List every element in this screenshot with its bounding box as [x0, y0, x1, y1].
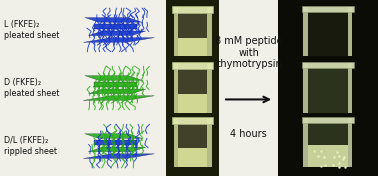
Polygon shape [84, 96, 154, 100]
FancyBboxPatch shape [172, 117, 213, 124]
FancyBboxPatch shape [174, 7, 178, 56]
FancyBboxPatch shape [178, 7, 207, 56]
Polygon shape [84, 38, 154, 42]
FancyBboxPatch shape [178, 38, 207, 56]
FancyBboxPatch shape [178, 149, 207, 167]
FancyBboxPatch shape [219, 0, 278, 176]
FancyBboxPatch shape [308, 63, 347, 113]
FancyBboxPatch shape [308, 7, 347, 56]
FancyBboxPatch shape [0, 0, 166, 176]
Polygon shape [88, 89, 146, 94]
FancyBboxPatch shape [178, 63, 207, 113]
Polygon shape [93, 24, 137, 29]
FancyBboxPatch shape [178, 94, 207, 113]
Text: D/L (FKFE)₂
rippled sheet: D/L (FKFE)₂ rippled sheet [4, 136, 57, 156]
FancyBboxPatch shape [172, 6, 213, 13]
Text: D (FKFE)₂
pleated sheet: D (FKFE)₂ pleated sheet [4, 78, 59, 98]
Polygon shape [88, 31, 146, 36]
FancyBboxPatch shape [347, 118, 352, 167]
FancyBboxPatch shape [308, 118, 347, 167]
FancyBboxPatch shape [174, 63, 178, 113]
FancyBboxPatch shape [178, 118, 207, 167]
Text: 8 mM peptide
with
chymotrypsin: 8 mM peptide with chymotrypsin [215, 36, 282, 69]
Polygon shape [85, 134, 142, 138]
Polygon shape [88, 147, 146, 152]
FancyBboxPatch shape [302, 117, 353, 123]
FancyBboxPatch shape [302, 62, 353, 68]
FancyBboxPatch shape [172, 62, 213, 69]
FancyBboxPatch shape [347, 7, 352, 56]
FancyBboxPatch shape [303, 118, 308, 167]
FancyBboxPatch shape [302, 6, 353, 12]
Polygon shape [85, 18, 142, 22]
FancyBboxPatch shape [278, 0, 378, 176]
FancyBboxPatch shape [308, 145, 347, 167]
FancyBboxPatch shape [207, 63, 212, 113]
Polygon shape [93, 82, 137, 87]
Polygon shape [84, 154, 154, 158]
Polygon shape [85, 76, 142, 80]
FancyBboxPatch shape [303, 7, 308, 56]
FancyBboxPatch shape [207, 118, 212, 167]
FancyBboxPatch shape [166, 0, 219, 176]
FancyBboxPatch shape [303, 63, 308, 113]
FancyBboxPatch shape [174, 118, 178, 167]
Text: 4 hours: 4 hours [230, 129, 267, 139]
Text: L (FKFE)₂
pleated sheet: L (FKFE)₂ pleated sheet [4, 20, 59, 40]
FancyBboxPatch shape [207, 7, 212, 56]
Polygon shape [93, 140, 137, 145]
FancyBboxPatch shape [347, 63, 352, 113]
